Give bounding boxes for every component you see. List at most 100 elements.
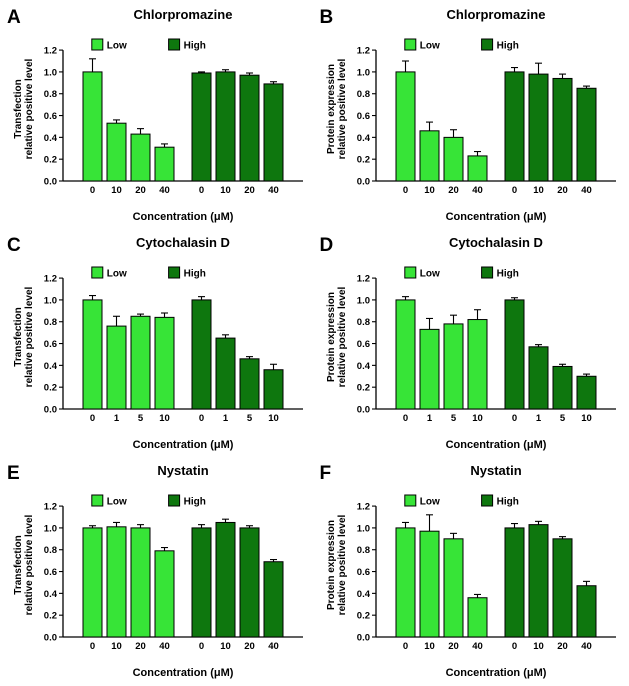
panel-letter-e: E bbox=[7, 463, 20, 484]
chart-title: Chlorpromazine bbox=[446, 7, 545, 22]
y-tick-label: 0.6 bbox=[44, 567, 57, 578]
bar bbox=[419, 130, 439, 182]
x-tick-label: 0 bbox=[90, 413, 95, 424]
y-tick-label: 1.0 bbox=[44, 67, 57, 78]
panel-f: F Nystatin Protein expression relative pos… bbox=[315, 458, 628, 686]
bar bbox=[504, 299, 524, 410]
chart-title: Nystatin bbox=[470, 463, 521, 478]
legend-swatch bbox=[480, 266, 493, 279]
x-tick-label: 10 bbox=[424, 185, 435, 196]
x-tick-label: 20 bbox=[448, 185, 459, 196]
x-tick-label: 0 bbox=[402, 413, 407, 424]
y-tick-label: 0.8 bbox=[44, 89, 57, 100]
x-tick-label: 10 bbox=[220, 185, 231, 196]
panel-letter-a: A bbox=[7, 7, 21, 28]
x-tick-label: 0 bbox=[402, 641, 407, 652]
y-tick-label: 0.4 bbox=[356, 589, 370, 600]
legend-label: Low bbox=[419, 269, 439, 280]
bar bbox=[395, 527, 415, 638]
x-axis-label: Concentration (μM) bbox=[445, 439, 546, 451]
y-tick-label: 1.0 bbox=[44, 523, 57, 534]
y-tick-label: 0.4 bbox=[356, 133, 370, 144]
y-tick-label: 0.4 bbox=[44, 589, 58, 600]
x-axis-label: Concentration (μM) bbox=[133, 667, 234, 679]
bar bbox=[443, 136, 463, 182]
y-tick-label: 1.2 bbox=[356, 274, 369, 285]
legend-label: Low bbox=[107, 41, 127, 52]
bar bbox=[528, 73, 548, 182]
x-tick-label: 10 bbox=[533, 185, 544, 196]
y-tick-label: 1.2 bbox=[44, 274, 57, 285]
bar bbox=[239, 527, 260, 638]
bar bbox=[191, 527, 212, 638]
y-axis-label: Transfection bbox=[13, 307, 24, 366]
chart-title: Cytochalasin D bbox=[449, 235, 543, 250]
bar bbox=[419, 328, 439, 410]
x-tick-label: 5 bbox=[559, 413, 565, 424]
y-tick-label: 0.6 bbox=[356, 339, 369, 350]
y-tick-label: 1.2 bbox=[356, 502, 369, 513]
y-tick-label: 0.4 bbox=[44, 133, 58, 144]
x-tick-label: 20 bbox=[244, 185, 255, 196]
x-tick-label: 10 bbox=[220, 641, 231, 652]
y-axis-label: Protein expression bbox=[326, 292, 337, 382]
bar bbox=[576, 585, 596, 638]
y-axis-label: Transfection bbox=[13, 79, 24, 138]
bar bbox=[552, 538, 572, 638]
bar bbox=[106, 325, 127, 410]
y-tick-label: 0.2 bbox=[356, 155, 369, 166]
bar bbox=[215, 337, 236, 410]
y-tick-label: 1.0 bbox=[356, 67, 369, 78]
y-tick-label: 1.0 bbox=[356, 523, 369, 534]
bar bbox=[191, 72, 212, 182]
x-tick-label: 10 bbox=[533, 641, 544, 652]
chart-nystatin-transfection: Nystatin Transfection relative positive le… bbox=[13, 463, 303, 679]
x-tick-label: 10 bbox=[159, 413, 170, 424]
legend-swatch bbox=[168, 38, 181, 51]
bar bbox=[443, 538, 463, 638]
y-tick-label: 0.0 bbox=[44, 177, 57, 188]
y-tick-label: 0.8 bbox=[44, 317, 57, 328]
panel-e: E Nystatin Transfection relative positive … bbox=[2, 458, 315, 686]
x-tick-label: 40 bbox=[159, 185, 170, 196]
legend-label: Low bbox=[419, 497, 439, 508]
x-tick-label: 10 bbox=[111, 641, 122, 652]
x-tick-label: 40 bbox=[268, 185, 279, 196]
x-tick-label: 40 bbox=[268, 641, 279, 652]
bar bbox=[154, 146, 175, 182]
x-axis-label: Concentration (μM) bbox=[445, 211, 546, 223]
x-tick-label: 0 bbox=[402, 185, 407, 196]
bar bbox=[504, 71, 524, 182]
y-tick-label: 0.2 bbox=[44, 383, 57, 394]
legend-label: Low bbox=[107, 497, 127, 508]
y-tick-label: 0.2 bbox=[44, 155, 57, 166]
legend-label: Low bbox=[107, 269, 127, 280]
y-tick-label: 1.0 bbox=[44, 295, 57, 306]
x-tick-label: 20 bbox=[557, 185, 568, 196]
bar bbox=[395, 299, 415, 410]
bar bbox=[82, 527, 103, 638]
legend-swatch bbox=[480, 494, 493, 507]
bar bbox=[239, 74, 260, 182]
y-axis-label: relative positive level bbox=[24, 514, 35, 615]
y-axis-label: Protein expression bbox=[326, 520, 337, 610]
x-tick-label: 1 bbox=[535, 413, 541, 424]
bar bbox=[576, 375, 596, 410]
x-axis-label: Concentration (μM) bbox=[133, 439, 234, 451]
chart-title: Cytochalasin D bbox=[136, 235, 230, 250]
x-tick-label: 0 bbox=[90, 641, 95, 652]
x-tick-label: 0 bbox=[90, 185, 95, 196]
y-axis-label: Protein expression bbox=[326, 64, 337, 154]
x-tick-label: 40 bbox=[581, 641, 592, 652]
legend-label: High bbox=[184, 41, 206, 52]
x-tick-label: 10 bbox=[268, 413, 279, 424]
x-tick-label: 1 bbox=[426, 413, 432, 424]
x-tick-label: 10 bbox=[581, 413, 592, 424]
chart-chlorpromazine-transfection: Chlorpromazine Transfection relative posit… bbox=[13, 7, 303, 223]
y-tick-label: 0.0 bbox=[356, 405, 369, 416]
bar bbox=[154, 550, 175, 638]
bar bbox=[82, 299, 103, 410]
panel-letter-d: D bbox=[319, 235, 334, 256]
x-tick-label: 10 bbox=[472, 413, 483, 424]
